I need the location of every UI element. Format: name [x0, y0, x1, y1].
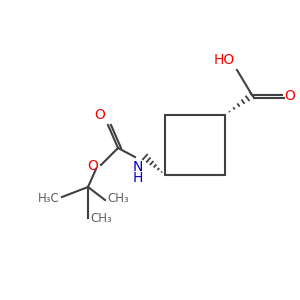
Text: O: O — [94, 108, 105, 122]
Text: H₃C: H₃C — [38, 191, 60, 205]
Text: HO: HO — [214, 53, 235, 67]
Text: H: H — [133, 171, 143, 185]
Text: CH₃: CH₃ — [107, 193, 129, 206]
Text: O: O — [284, 89, 295, 103]
Text: O: O — [87, 159, 98, 173]
Text: CH₃: CH₃ — [90, 212, 112, 226]
Text: N: N — [133, 160, 143, 174]
